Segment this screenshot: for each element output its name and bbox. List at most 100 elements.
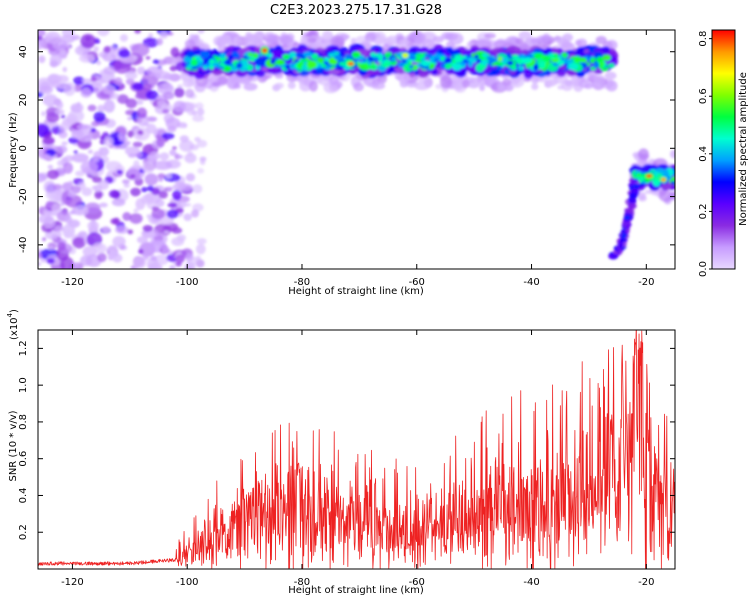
spectrogram-cell — [96, 60, 102, 66]
snr-scale-factor: (x104) — [6, 309, 20, 340]
colorbar-tick-label: 0.6 — [698, 88, 709, 104]
spectrogram-cell — [396, 52, 400, 57]
spectrogram-cell — [196, 238, 207, 245]
spectrogram-cell — [219, 53, 227, 60]
spectrogram-cell — [195, 49, 201, 54]
spectrogram-cell — [197, 61, 204, 67]
spectrogram-cell — [86, 232, 103, 247]
spectrogram-cell — [184, 203, 192, 207]
spectrogram-cell — [307, 37, 316, 43]
spectrogram-cell — [370, 64, 376, 70]
y-tick-label: -20 — [18, 188, 29, 204]
spectrogram-cell — [183, 213, 192, 221]
spectrogram-cell — [608, 255, 613, 259]
spectrogram-cell — [397, 72, 410, 84]
spectrogram-cell — [554, 36, 566, 44]
spectrogram-cell — [521, 57, 533, 64]
spectrogram-cell — [179, 135, 189, 143]
spectrogram-cell — [51, 233, 58, 240]
spectrogram-cell — [73, 76, 85, 85]
spectrogram-cell — [247, 52, 254, 57]
spectrogram-cell — [73, 84, 82, 92]
y-tick-label: 0 — [18, 145, 29, 151]
spectrogram-cell — [69, 210, 76, 215]
y-tick-label: 20 — [18, 94, 29, 107]
spectrogram-cell — [182, 56, 193, 63]
spectrogram-cell — [97, 252, 107, 263]
spectrogram-cell — [158, 177, 164, 182]
spectrogram-cell — [408, 64, 414, 69]
spectrogram-cell — [506, 60, 514, 66]
spectrogram-cell — [87, 149, 93, 154]
spectrogram-cell — [122, 212, 132, 221]
snr-line — [38, 330, 675, 569]
spectrogram-cell — [316, 57, 325, 64]
spectrogram-cell — [227, 54, 234, 60]
spectrogram-cell — [669, 150, 675, 159]
spectrogram-cell — [353, 82, 364, 92]
spectrogram-cell — [171, 227, 183, 234]
spectrogram-cell — [481, 53, 489, 58]
spectrogram-cell — [192, 55, 202, 61]
spectrogram-cell — [435, 83, 443, 90]
spectrogram-cell — [38, 123, 50, 136]
spectrogram-cell — [58, 130, 68, 139]
spectrogram-cell — [636, 172, 642, 177]
spectrogram-cell — [542, 33, 551, 40]
spectrogram-cell — [440, 56, 445, 61]
spectrogram-cell — [145, 90, 159, 101]
spectrogram-cell — [57, 241, 66, 251]
spectrogram-cell — [479, 83, 485, 92]
spectrogram-cell — [168, 250, 174, 255]
spectrogram-cell — [488, 57, 495, 64]
spectrogram-cell — [163, 230, 170, 234]
colorbar-tick-label: 0.2 — [698, 203, 709, 219]
spectrogram-cell — [192, 114, 205, 122]
spectrogram-cell — [359, 62, 371, 71]
spectrogram-cell — [129, 213, 143, 224]
spectrogram-cell — [64, 215, 73, 224]
spectrogram-cell — [82, 129, 90, 135]
spectrogram-cell — [125, 71, 138, 80]
spectrogram-cell — [131, 43, 150, 57]
spectrogram-cell — [658, 189, 673, 202]
spectrogram-cell — [103, 46, 111, 53]
spectrogram-cell — [144, 173, 159, 186]
colorbar-frame — [711, 29, 736, 270]
spectrogram-cell — [197, 30, 205, 34]
x-tick-label: -40 — [523, 577, 539, 588]
spectrogram-cell — [212, 62, 220, 68]
spectrogram-cell — [174, 87, 185, 98]
spectrogram-cell — [604, 71, 617, 80]
spectrogram-cell — [49, 54, 62, 67]
x-tick-label: -80 — [294, 277, 310, 288]
snr-scale-close: ) — [9, 309, 20, 313]
spectrogram-cell — [518, 31, 532, 40]
spectrogram-cell — [87, 104, 97, 112]
spectrogram-cell — [166, 209, 179, 219]
spectrogram-cell — [232, 36, 242, 44]
spectrogram-cell — [510, 79, 520, 85]
spectrogram-cell — [130, 187, 141, 197]
spectrogram-cell — [507, 55, 514, 60]
colorbar-label: Normalized spectral amplitude — [738, 72, 749, 226]
spectrogram-cell — [295, 52, 303, 59]
spectrogram-cell — [194, 136, 201, 142]
spectrogram-cell — [78, 231, 88, 239]
spectrogram-cell — [70, 102, 84, 113]
spectrogram-cell — [130, 174, 136, 179]
spectrogram-cell — [165, 174, 172, 179]
spectrogram-cell — [41, 237, 47, 242]
spectrogram-cell — [167, 202, 178, 208]
spectrogram-cell — [632, 183, 641, 189]
spectrogram-cell — [199, 50, 210, 59]
spectrogram-cell — [47, 245, 54, 250]
spectrogram-cell — [135, 198, 146, 210]
spectrogram-cell — [73, 150, 78, 154]
spectrogram-cell — [132, 256, 147, 269]
spectrogram-cell — [196, 139, 208, 148]
x-tick-label: -20 — [638, 277, 654, 288]
spectrogram-cell — [370, 52, 376, 57]
spectrogram-cell — [102, 225, 110, 233]
